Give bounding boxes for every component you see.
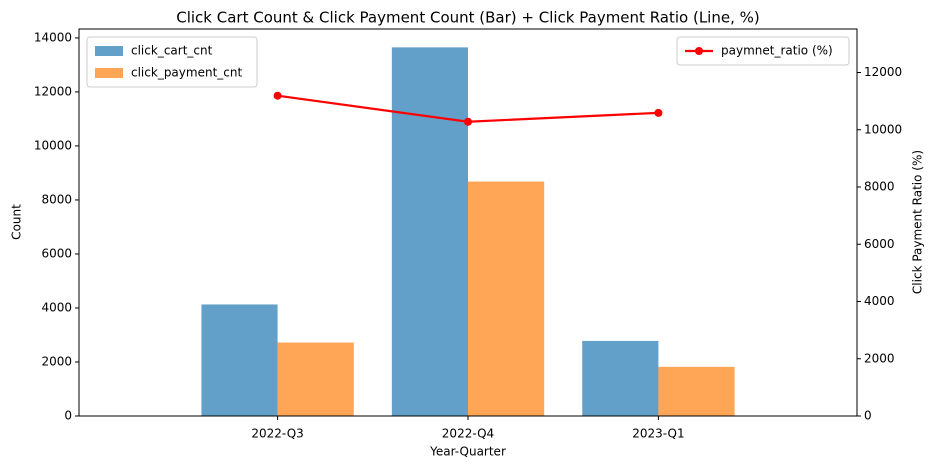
bar bbox=[277, 342, 354, 416]
y-tick-label: 4000 bbox=[41, 300, 72, 314]
marker bbox=[654, 108, 663, 117]
chart-title: Click Cart Count & Click Payment Count (… bbox=[176, 9, 759, 27]
x-tick-label: 2022-Q4 bbox=[442, 427, 494, 441]
y2-tick-label: 12000 bbox=[864, 65, 902, 79]
legend-label: click_cart_cnt bbox=[131, 44, 213, 58]
y2-tick-label: 6000 bbox=[864, 237, 895, 251]
marker bbox=[464, 117, 472, 126]
y-tick-label: 0 bbox=[64, 409, 72, 423]
y2-tick-label: 4000 bbox=[864, 294, 895, 308]
legend-swatch bbox=[95, 68, 123, 78]
legend-swatch bbox=[95, 46, 123, 56]
legend-label: paymnet_ratio (%) bbox=[721, 44, 833, 58]
bar bbox=[658, 366, 735, 416]
y2-axis-label: Click Payment Ratio (%) bbox=[911, 150, 925, 294]
marker bbox=[273, 91, 282, 100]
bar bbox=[582, 340, 659, 416]
y-tick-label: 2000 bbox=[41, 354, 72, 368]
x-tick-label: 2023-Q1 bbox=[632, 427, 684, 441]
legend-label: click_payment_cnt bbox=[131, 66, 242, 80]
y2-tick-label: 2000 bbox=[864, 351, 895, 365]
y-tick-label: 8000 bbox=[41, 192, 72, 206]
legend-box bbox=[676, 36, 850, 66]
y2-tick-label: 10000 bbox=[864, 122, 902, 136]
y-axis-label: Count bbox=[10, 204, 24, 240]
y2-tick-label: 8000 bbox=[864, 180, 895, 194]
x-axis-label: Year-Quarter bbox=[429, 445, 506, 459]
legend-marker bbox=[695, 47, 703, 55]
y-tick-label: 10000 bbox=[34, 138, 72, 152]
y-tick-label: 12000 bbox=[34, 84, 72, 98]
bar bbox=[201, 304, 278, 416]
y2-tick-label: 0 bbox=[864, 409, 872, 423]
legend-box bbox=[86, 36, 258, 88]
bar bbox=[468, 181, 545, 416]
bar bbox=[391, 47, 468, 417]
x-tick-label: 2022-Q3 bbox=[251, 427, 303, 441]
y-tick-label: 6000 bbox=[41, 246, 72, 260]
y-tick-label: 14000 bbox=[34, 30, 72, 44]
